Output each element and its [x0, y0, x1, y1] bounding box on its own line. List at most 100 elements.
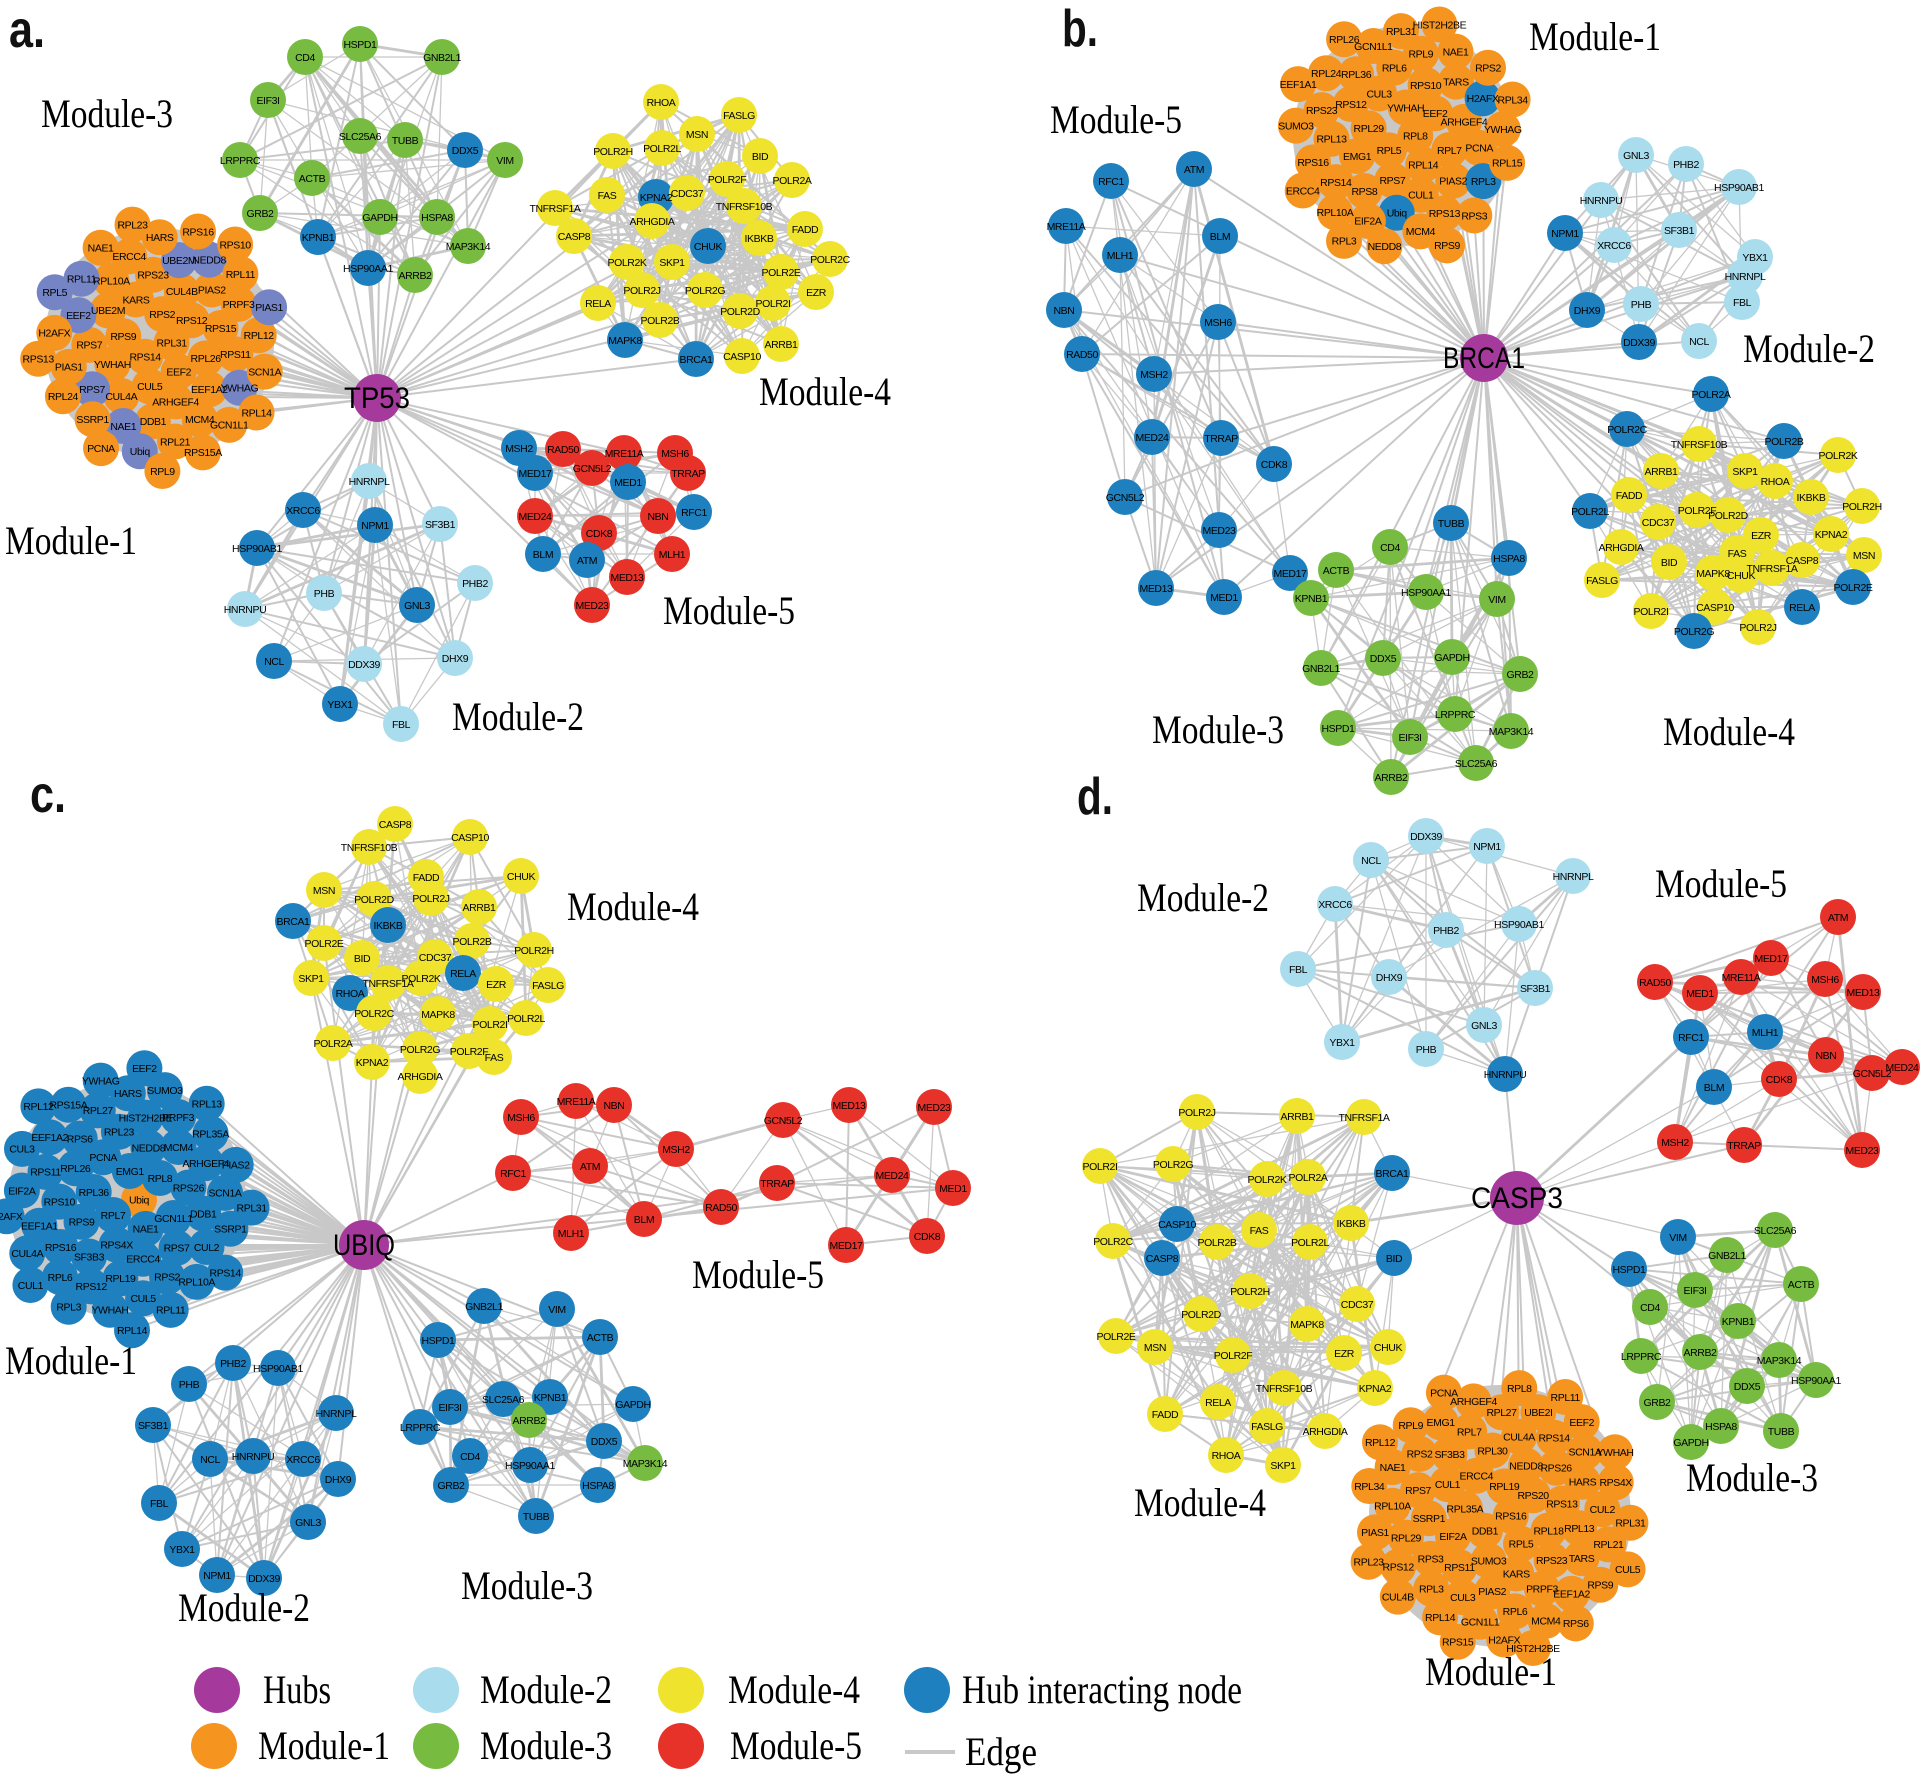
svg-text:RPL6: RPL6 — [1382, 62, 1407, 74]
svg-text:SSRP1: SSRP1 — [1413, 1513, 1446, 1525]
svg-text:ACTB: ACTB — [299, 173, 326, 185]
svg-text:TNFRSF1A: TNFRSF1A — [1338, 1112, 1389, 1124]
svg-text:DHX9: DHX9 — [1376, 972, 1403, 984]
svg-text:MED1: MED1 — [614, 477, 642, 489]
svg-text:RPL26: RPL26 — [191, 353, 222, 365]
svg-text:MSN: MSN — [313, 885, 335, 897]
svg-text:FADD: FADD — [413, 872, 440, 884]
svg-text:POLR2B: POLR2B — [1197, 1237, 1236, 1249]
svg-text:RPL26: RPL26 — [1329, 34, 1360, 46]
svg-text:NBN: NBN — [648, 511, 669, 523]
svg-text:MCM4: MCM4 — [1406, 226, 1436, 238]
svg-text:RPL36: RPL36 — [1341, 69, 1372, 81]
svg-text:YWHAH: YWHAH — [1596, 1447, 1633, 1459]
svg-text:MAP3K14: MAP3K14 — [623, 1458, 668, 1470]
svg-text:RPS12: RPS12 — [1335, 99, 1367, 111]
svg-text:CUL4B: CUL4B — [166, 286, 198, 298]
svg-text:RPL13: RPL13 — [1564, 1523, 1595, 1535]
svg-text:BID: BID — [752, 151, 769, 163]
svg-text:YBX1: YBX1 — [169, 1544, 195, 1556]
svg-text:VIM: VIM — [1669, 1232, 1686, 1244]
svg-text:RFC1: RFC1 — [500, 1168, 526, 1180]
svg-text:POLR2E: POLR2E — [1833, 582, 1872, 594]
svg-text:FASLG: FASLG — [723, 110, 755, 122]
svg-text:DDB1: DDB1 — [140, 416, 167, 428]
svg-text:POLR2B: POLR2B — [640, 315, 679, 327]
svg-text:RPL31: RPL31 — [157, 337, 188, 349]
svg-text:RPL3: RPL3 — [56, 1302, 81, 1314]
svg-text:XRCC6: XRCC6 — [286, 1454, 320, 1466]
svg-text:NCL: NCL — [1361, 855, 1381, 867]
svg-text:NAE1: NAE1 — [1380, 1462, 1406, 1474]
svg-text:CUL3: CUL3 — [1366, 88, 1392, 100]
svg-text:EEF1A1: EEF1A1 — [1280, 79, 1317, 91]
svg-text:RPS11: RPS11 — [30, 1167, 61, 1179]
svg-text:PHB: PHB — [1631, 299, 1652, 311]
svg-text:BID: BID — [1661, 557, 1678, 569]
svg-text:RPL10A: RPL10A — [93, 275, 130, 287]
svg-text:YWHAH: YWHAH — [91, 1305, 128, 1317]
svg-text:MED23: MED23 — [1202, 525, 1236, 537]
svg-text:Hubs: Hubs — [263, 1667, 331, 1712]
svg-text:MSH6: MSH6 — [507, 1112, 535, 1124]
svg-text:UBIQ: UBIQ — [333, 1229, 395, 1262]
svg-text:DDX39: DDX39 — [1410, 831, 1442, 843]
svg-text:EIF2A: EIF2A — [8, 1185, 36, 1197]
svg-text:YBX1: YBX1 — [1742, 252, 1768, 264]
svg-text:RPS4X: RPS4X — [100, 1240, 133, 1252]
svg-text:PIAS2: PIAS2 — [1439, 175, 1467, 187]
svg-text:KPNA2: KPNA2 — [1815, 529, 1848, 541]
svg-text:MED13: MED13 — [610, 572, 644, 584]
svg-text:RPL23: RPL23 — [117, 219, 148, 231]
svg-text:PCNA: PCNA — [89, 1152, 117, 1164]
svg-text:NPM1: NPM1 — [1473, 841, 1501, 853]
svg-text:KPNB1: KPNB1 — [1722, 1316, 1755, 1328]
svg-text:GCN5L2: GCN5L2 — [1106, 492, 1145, 504]
svg-text:MED24: MED24 — [1885, 1062, 1919, 1074]
svg-text:TP53: TP53 — [344, 382, 410, 415]
svg-text:RPL7: RPL7 — [101, 1210, 126, 1222]
svg-text:CDK8: CDK8 — [586, 528, 613, 540]
svg-text:BLM: BLM — [634, 1214, 654, 1226]
svg-text:CUL1: CUL1 — [1435, 1479, 1461, 1491]
svg-text:GNL3: GNL3 — [295, 1517, 321, 1529]
svg-text:ATM: ATM — [1184, 164, 1204, 176]
svg-text:GNB2L1: GNB2L1 — [1302, 663, 1340, 675]
svg-text:POLR2D: POLR2D — [354, 894, 394, 906]
svg-text:SF3B1: SF3B1 — [1520, 983, 1551, 995]
svg-text:RPL15: RPL15 — [1492, 158, 1523, 170]
svg-text:BRCA1: BRCA1 — [276, 916, 310, 928]
svg-text:RPL35A: RPL35A — [192, 1128, 229, 1140]
svg-text:ERCC4: ERCC4 — [1286, 185, 1320, 197]
svg-text:ARRB2: ARRB2 — [512, 1415, 546, 1427]
svg-text:RPL13: RPL13 — [1316, 134, 1347, 146]
svg-text:RPS10: RPS10 — [219, 239, 251, 251]
svg-text:BRCA1: BRCA1 — [1375, 1168, 1409, 1180]
svg-text:RPS15A: RPS15A — [49, 1100, 87, 1112]
svg-text:MED24: MED24 — [875, 1170, 909, 1182]
svg-text:TARS: TARS — [1569, 1553, 1595, 1565]
svg-text:RPL24: RPL24 — [1311, 68, 1342, 80]
svg-text:RPS2: RPS2 — [154, 1272, 180, 1284]
svg-text:SLC25A6: SLC25A6 — [482, 1394, 525, 1406]
svg-text:GNL3: GNL3 — [404, 600, 430, 612]
svg-text:MRE11A: MRE11A — [605, 448, 644, 460]
svg-text:TNFRSF1A: TNFRSF1A — [529, 203, 580, 215]
svg-text:FADD: FADD — [1616, 490, 1643, 502]
svg-text:RPL12: RPL12 — [23, 1101, 54, 1113]
svg-text:NAE1: NAE1 — [110, 421, 136, 433]
svg-text:RPS7: RPS7 — [164, 1243, 190, 1255]
svg-text:PRPF3: PRPF3 — [162, 1112, 194, 1124]
svg-text:RPS20: RPS20 — [1517, 1490, 1549, 1502]
svg-text:SKP1: SKP1 — [659, 257, 685, 269]
svg-text:SF3B1: SF3B1 — [138, 1420, 169, 1432]
svg-text:CDC37: CDC37 — [419, 952, 452, 964]
svg-text:FAS: FAS — [485, 1052, 504, 1064]
svg-text:FBL: FBL — [150, 1498, 169, 1510]
svg-text:MAP3K14: MAP3K14 — [1757, 1355, 1802, 1367]
svg-text:GNL3: GNL3 — [1471, 1020, 1497, 1032]
svg-text:KPNB1: KPNB1 — [302, 232, 335, 244]
svg-text:NEDD8: NEDD8 — [1509, 1461, 1543, 1473]
svg-text:LRPPRC: LRPPRC — [1621, 1351, 1662, 1363]
svg-text:SLC25A6: SLC25A6 — [1754, 1225, 1797, 1237]
